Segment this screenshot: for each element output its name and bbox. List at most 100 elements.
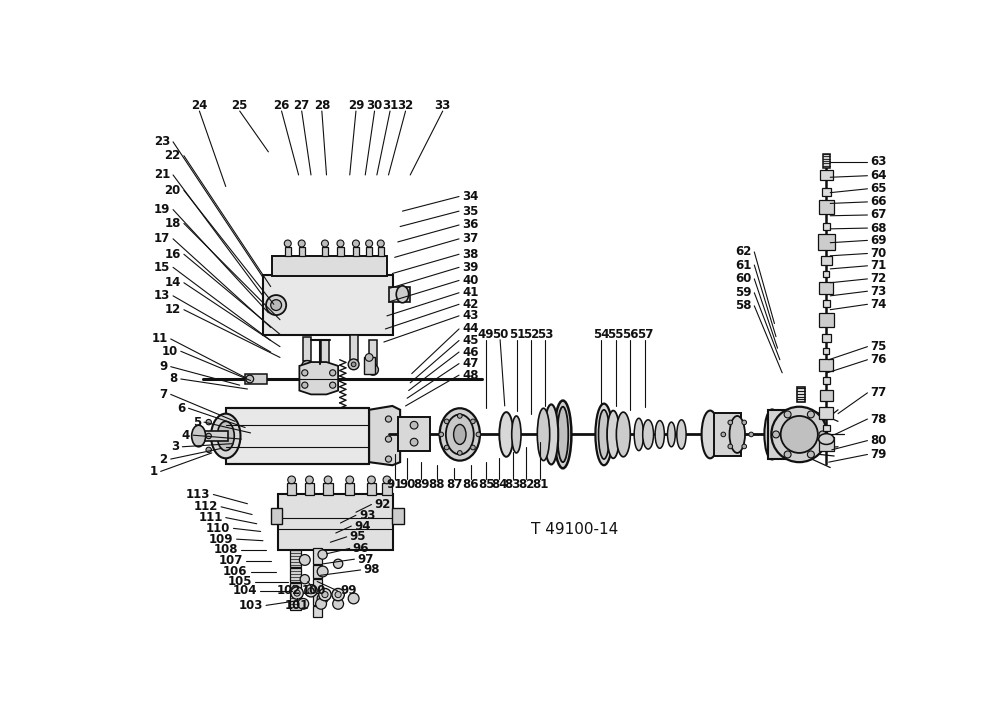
Text: 67: 67 xyxy=(871,209,887,222)
Circle shape xyxy=(322,592,328,598)
Ellipse shape xyxy=(668,422,675,446)
Bar xyxy=(321,341,329,365)
Circle shape xyxy=(366,240,373,247)
Text: 52: 52 xyxy=(523,328,539,341)
Text: 17: 17 xyxy=(154,233,170,246)
Text: 112: 112 xyxy=(194,500,218,513)
Bar xyxy=(822,223,830,230)
Circle shape xyxy=(348,359,359,370)
Text: 73: 73 xyxy=(871,284,887,297)
Circle shape xyxy=(302,370,308,376)
Text: 109: 109 xyxy=(209,533,234,546)
Text: 89: 89 xyxy=(413,477,429,490)
Circle shape xyxy=(444,445,449,450)
Text: 36: 36 xyxy=(462,218,479,232)
Circle shape xyxy=(471,445,475,450)
Bar xyxy=(797,387,805,402)
Text: 103: 103 xyxy=(239,599,263,612)
Text: 62: 62 xyxy=(735,246,751,258)
Ellipse shape xyxy=(554,400,571,468)
Ellipse shape xyxy=(396,286,409,303)
Ellipse shape xyxy=(634,418,643,451)
Circle shape xyxy=(298,598,309,609)
Text: T 49100-14: T 49100-14 xyxy=(531,522,618,536)
Text: 95: 95 xyxy=(350,531,366,544)
Text: 28: 28 xyxy=(314,99,330,112)
Bar xyxy=(290,595,301,610)
Text: 40: 40 xyxy=(462,274,479,287)
Text: 49: 49 xyxy=(478,328,494,341)
Circle shape xyxy=(383,476,391,484)
Bar xyxy=(369,341,377,365)
Bar xyxy=(398,418,430,451)
Circle shape xyxy=(305,585,317,597)
Circle shape xyxy=(457,414,462,418)
Circle shape xyxy=(294,590,300,596)
Circle shape xyxy=(330,382,336,388)
Ellipse shape xyxy=(774,412,791,456)
Circle shape xyxy=(819,431,826,438)
Ellipse shape xyxy=(446,415,474,454)
Circle shape xyxy=(206,420,211,425)
Ellipse shape xyxy=(537,408,550,461)
Bar xyxy=(313,565,322,577)
Circle shape xyxy=(773,431,779,438)
Text: 48: 48 xyxy=(462,369,479,382)
Ellipse shape xyxy=(599,410,609,459)
Bar xyxy=(350,335,358,360)
Circle shape xyxy=(371,367,375,372)
Text: 25: 25 xyxy=(232,99,248,112)
Text: 94: 94 xyxy=(354,520,371,533)
Text: 55: 55 xyxy=(607,328,624,341)
Bar xyxy=(819,200,834,215)
Bar xyxy=(819,312,834,327)
Text: 14: 14 xyxy=(164,276,181,289)
Bar xyxy=(305,483,314,495)
Bar xyxy=(245,374,267,384)
Bar xyxy=(337,246,344,256)
Text: 9: 9 xyxy=(159,360,168,373)
Text: 37: 37 xyxy=(462,233,478,246)
Circle shape xyxy=(749,432,754,437)
Ellipse shape xyxy=(616,412,630,456)
Circle shape xyxy=(807,451,814,458)
Text: 64: 64 xyxy=(871,169,887,182)
Text: 74: 74 xyxy=(871,298,887,311)
Circle shape xyxy=(337,240,344,247)
Ellipse shape xyxy=(544,405,558,464)
Ellipse shape xyxy=(512,416,521,453)
Text: 32: 32 xyxy=(397,99,414,112)
Bar xyxy=(823,271,829,276)
Circle shape xyxy=(332,588,344,600)
Bar xyxy=(345,483,354,495)
Bar xyxy=(819,282,833,294)
Circle shape xyxy=(246,375,254,383)
Bar xyxy=(822,377,830,384)
Circle shape xyxy=(333,598,344,609)
Text: 30: 30 xyxy=(366,99,383,112)
Circle shape xyxy=(284,240,291,247)
Circle shape xyxy=(365,354,373,361)
Ellipse shape xyxy=(764,410,780,459)
Bar xyxy=(290,550,301,567)
Circle shape xyxy=(352,240,359,247)
Text: 75: 75 xyxy=(871,340,887,353)
Circle shape xyxy=(385,416,392,422)
Bar xyxy=(287,483,296,495)
Bar xyxy=(299,246,305,256)
Bar xyxy=(822,334,831,342)
Ellipse shape xyxy=(730,416,745,453)
Text: 1: 1 xyxy=(149,465,158,478)
Text: 83: 83 xyxy=(504,477,521,490)
Text: 111: 111 xyxy=(198,511,223,524)
Bar xyxy=(290,567,301,582)
Circle shape xyxy=(323,367,327,372)
Bar xyxy=(364,357,375,374)
Circle shape xyxy=(266,295,286,315)
Circle shape xyxy=(319,588,331,600)
Circle shape xyxy=(444,419,449,423)
Text: 29: 29 xyxy=(348,99,364,112)
Text: 15: 15 xyxy=(154,261,170,274)
Bar xyxy=(353,246,359,256)
Text: 22: 22 xyxy=(165,149,181,162)
